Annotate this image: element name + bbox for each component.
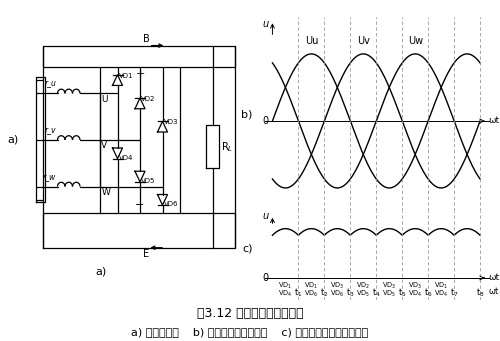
- Text: −: −: [136, 201, 144, 210]
- Text: VD$_4$: VD$_4$: [408, 289, 422, 299]
- Text: VD$_4$: VD$_4$: [434, 289, 448, 299]
- Text: r_v: r_v: [45, 125, 56, 134]
- Text: 0: 0: [262, 273, 268, 283]
- Text: u: u: [262, 211, 268, 221]
- Text: VD$_1$: VD$_1$: [278, 280, 292, 291]
- Text: Uu: Uu: [304, 36, 318, 46]
- Text: B: B: [143, 34, 150, 44]
- Text: VD$_6$: VD$_6$: [304, 289, 318, 299]
- Text: VD$_6$: VD$_6$: [330, 289, 344, 299]
- Text: VD6: VD6: [164, 201, 178, 207]
- Text: VD1: VD1: [119, 73, 133, 79]
- Text: V: V: [101, 141, 107, 150]
- Text: r_w: r_w: [43, 172, 57, 181]
- Text: 图3.12 交流发电机整流原理: 图3.12 交流发电机整流原理: [196, 307, 304, 320]
- Text: a): a): [7, 135, 18, 145]
- Text: VD$_4$: VD$_4$: [278, 289, 292, 299]
- Text: W: W: [101, 188, 110, 197]
- Text: ωt: ωt: [489, 116, 500, 125]
- Text: Uw: Uw: [408, 36, 423, 46]
- Text: 0: 0: [262, 116, 268, 126]
- Text: VD$_1$: VD$_1$: [304, 280, 318, 291]
- Text: r_u: r_u: [44, 78, 56, 88]
- Text: a) 整流电路图    b) 三相统组电压波形图    c) 整流后发电机输出波形图: a) 整流电路图 b) 三相统组电压波形图 c) 整流后发电机输出波形图: [132, 327, 368, 337]
- Text: t$_8$: t$_8$: [476, 287, 484, 299]
- Text: t$_2$: t$_2$: [320, 287, 328, 299]
- Text: Uv: Uv: [357, 36, 370, 46]
- Text: U: U: [101, 95, 107, 104]
- Text: t$_4$: t$_4$: [372, 287, 380, 299]
- Text: VD$_2$: VD$_2$: [356, 280, 370, 291]
- Text: VD3: VD3: [164, 119, 178, 125]
- Text: t$_6$: t$_6$: [424, 287, 432, 299]
- Text: VD$_3$: VD$_3$: [330, 280, 344, 291]
- Text: ωt: ωt: [489, 273, 500, 282]
- Text: a): a): [96, 266, 107, 276]
- Text: c): c): [242, 244, 252, 254]
- Text: VD4: VD4: [119, 154, 133, 161]
- Text: +: +: [136, 70, 144, 79]
- Text: t$_3$: t$_3$: [346, 287, 354, 299]
- Text: t$_5$: t$_5$: [398, 287, 406, 299]
- Text: VD$_5$: VD$_5$: [356, 289, 370, 299]
- Text: VD$_3$: VD$_3$: [382, 280, 396, 291]
- Text: VD$_5$: VD$_5$: [382, 289, 396, 299]
- Text: VD$_3$: VD$_3$: [408, 280, 422, 291]
- Text: b): b): [241, 109, 252, 119]
- Text: E: E: [143, 249, 150, 259]
- Text: VD5: VD5: [142, 178, 156, 184]
- Text: u: u: [262, 19, 268, 29]
- Text: VD2: VD2: [142, 96, 156, 102]
- Text: R$_L$: R$_L$: [221, 140, 234, 153]
- Text: VD$_1$: VD$_1$: [434, 280, 448, 291]
- Text: t$_1$: t$_1$: [294, 287, 302, 299]
- Text: ωt: ωt: [489, 287, 499, 296]
- Text: t$_7$: t$_7$: [450, 287, 458, 299]
